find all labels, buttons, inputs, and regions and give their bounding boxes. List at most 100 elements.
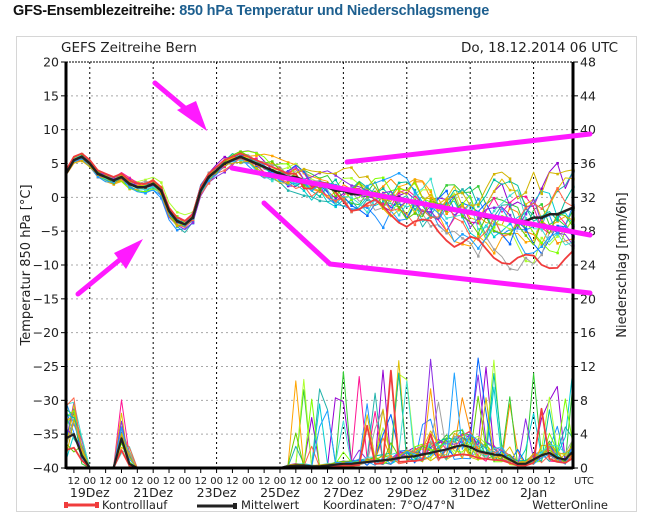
x-tick-label: 00: [210, 476, 223, 487]
page-title-main: 850 hPa Temperatur und Niederschlagsmeng…: [179, 3, 490, 19]
temperature-member-line-point: [286, 162, 290, 166]
temperature-member-line-point: [524, 212, 528, 216]
legend-coordinates: Koordinaten: 7°O/47°N: [323, 498, 455, 512]
temperature-member-line-point: [239, 150, 242, 153]
temperature-member-line-point: [492, 206, 496, 210]
temperature-member-line-point: [556, 219, 559, 222]
chart-title: GEFS Zeitreihe Bern: [61, 40, 197, 56]
x-tick-label: 00: [432, 476, 445, 487]
temperature-member-line-point: [508, 188, 512, 192]
temperature-member-line-point: [413, 178, 417, 181]
temperature-member-line-point: [302, 170, 306, 173]
temperature-member-line-point: [413, 208, 417, 211]
temperature-member-line-point: [366, 206, 369, 210]
control-temperature-line: [65, 152, 574, 270]
temperature-member-line-point: [429, 193, 433, 197]
temperature-member-line-point: [144, 178, 147, 182]
temperature-member-line-point: [128, 176, 131, 180]
y-left-tick-label: −40: [33, 461, 59, 476]
temperature-member-line-point: [382, 202, 385, 206]
temperature-member-line-point: [492, 178, 496, 182]
temperature-member-line-point: [540, 243, 543, 246]
x-day-label: 29Dez: [387, 485, 427, 500]
y-left-tick-label: −30: [33, 393, 59, 408]
temperature-member-line-point: [223, 160, 226, 164]
y-right-tick-label: 16: [580, 325, 596, 340]
x-tick-label: 00: [496, 476, 509, 487]
temperature-member-line-point: [556, 231, 559, 235]
temperature-member-line-point: [461, 243, 464, 246]
temperature-member-line-point: [350, 196, 353, 199]
temperature-member-line-point: [445, 201, 448, 205]
x-day-label: 27Dez: [323, 485, 363, 500]
temperature-member-line-point: [366, 175, 369, 178]
temperature-member-line-point: [271, 164, 274, 167]
page-title: GFS-Ensemblezeitreihe: 850 hPa Temperatu…: [13, 3, 489, 19]
temperature-member-line-point: [366, 195, 369, 198]
mean-temperature-line-point: [540, 216, 543, 220]
precip-member-line: [65, 397, 574, 469]
axes-layer: 20151050−5−10−15−20−25−30−35−40484440363…: [33, 55, 596, 501]
legend-control-marker-right: [95, 502, 99, 508]
temperature-member-line-point: [334, 194, 337, 198]
temperature-member-line-point: [382, 226, 385, 230]
mean-temperature-line-point: [239, 155, 242, 159]
temperature-member-line-point: [492, 235, 496, 239]
y-left-tick-label: −35: [33, 427, 59, 442]
temperature-member-line-point: [397, 213, 401, 217]
x-tick-label: 12: [511, 476, 524, 487]
temperature-member-line-point: [144, 190, 147, 194]
mean-temperature-line-point: [80, 155, 84, 159]
temperature-member-line-point: [302, 189, 306, 192]
temperature-member-line-point: [334, 197, 337, 200]
temperature-member-line-point: [382, 187, 385, 190]
y-right-tick-label: 32: [580, 190, 596, 205]
temperature-member-line-point: [556, 172, 559, 176]
temperature-member-line-point: [397, 172, 401, 175]
temperature-member-line-point: [492, 252, 496, 255]
temperature-member-line-point: [366, 187, 369, 191]
temperature-member-line-point: [302, 167, 306, 171]
y-right-tick-label: 4: [580, 427, 588, 442]
precip-members: [65, 357, 574, 469]
temperature-member-line-point: [413, 223, 417, 227]
temperature-member-line-point: [175, 217, 179, 221]
x-tick-label: 00: [527, 476, 540, 487]
arrow-cold-shaft: [75, 255, 125, 297]
trend-mean-line: [229, 165, 593, 238]
mean-run: [64, 155, 575, 470]
x-day-label: 21Dez: [133, 485, 173, 500]
temperature-member-line-point: [508, 213, 512, 217]
x-tick-label: 12: [194, 476, 207, 487]
temperature-member-line-point: [350, 176, 353, 180]
temperature-member-line-point: [350, 204, 353, 208]
y-right-tick-label: 44: [580, 88, 596, 103]
temperature-member-line-point: [508, 232, 512, 236]
y-left-tick-label: −5: [41, 224, 59, 239]
mean-temperature-line-point: [191, 216, 195, 220]
temperature-member-line-point: [80, 159, 84, 163]
y-right-tick-label: 24: [580, 258, 596, 273]
temperature-member-line-point: [271, 179, 274, 183]
temperature-member-line-point: [318, 171, 322, 174]
temperature-member-line-point: [429, 197, 433, 201]
y-left-tick-label: 10: [43, 122, 59, 137]
temperature-member-line-point: [540, 190, 543, 193]
temperature-member-line-point: [429, 214, 433, 217]
legend-mean-marker: [233, 503, 237, 509]
temperature-member-line-point: [508, 194, 512, 197]
temperature-member-line-point: [477, 235, 480, 238]
legend-mean-label: Mittelwert: [241, 498, 300, 512]
mean-temperature-line-point: [175, 220, 179, 223]
temperature-member-line-point: [429, 210, 433, 214]
temperature-member-line-point: [556, 224, 559, 228]
temperature-member-line-point: [302, 184, 306, 187]
mean-temperature-line-point: [128, 182, 131, 186]
temperature-member-line-point: [477, 255, 480, 258]
temperature-member-line-point: [334, 205, 337, 209]
x-day-label: 23Dez: [197, 485, 237, 500]
legend-control-marker-left: [64, 502, 68, 508]
y-right-tick-label: 48: [580, 55, 596, 70]
x-tick-label: 00: [400, 476, 413, 487]
